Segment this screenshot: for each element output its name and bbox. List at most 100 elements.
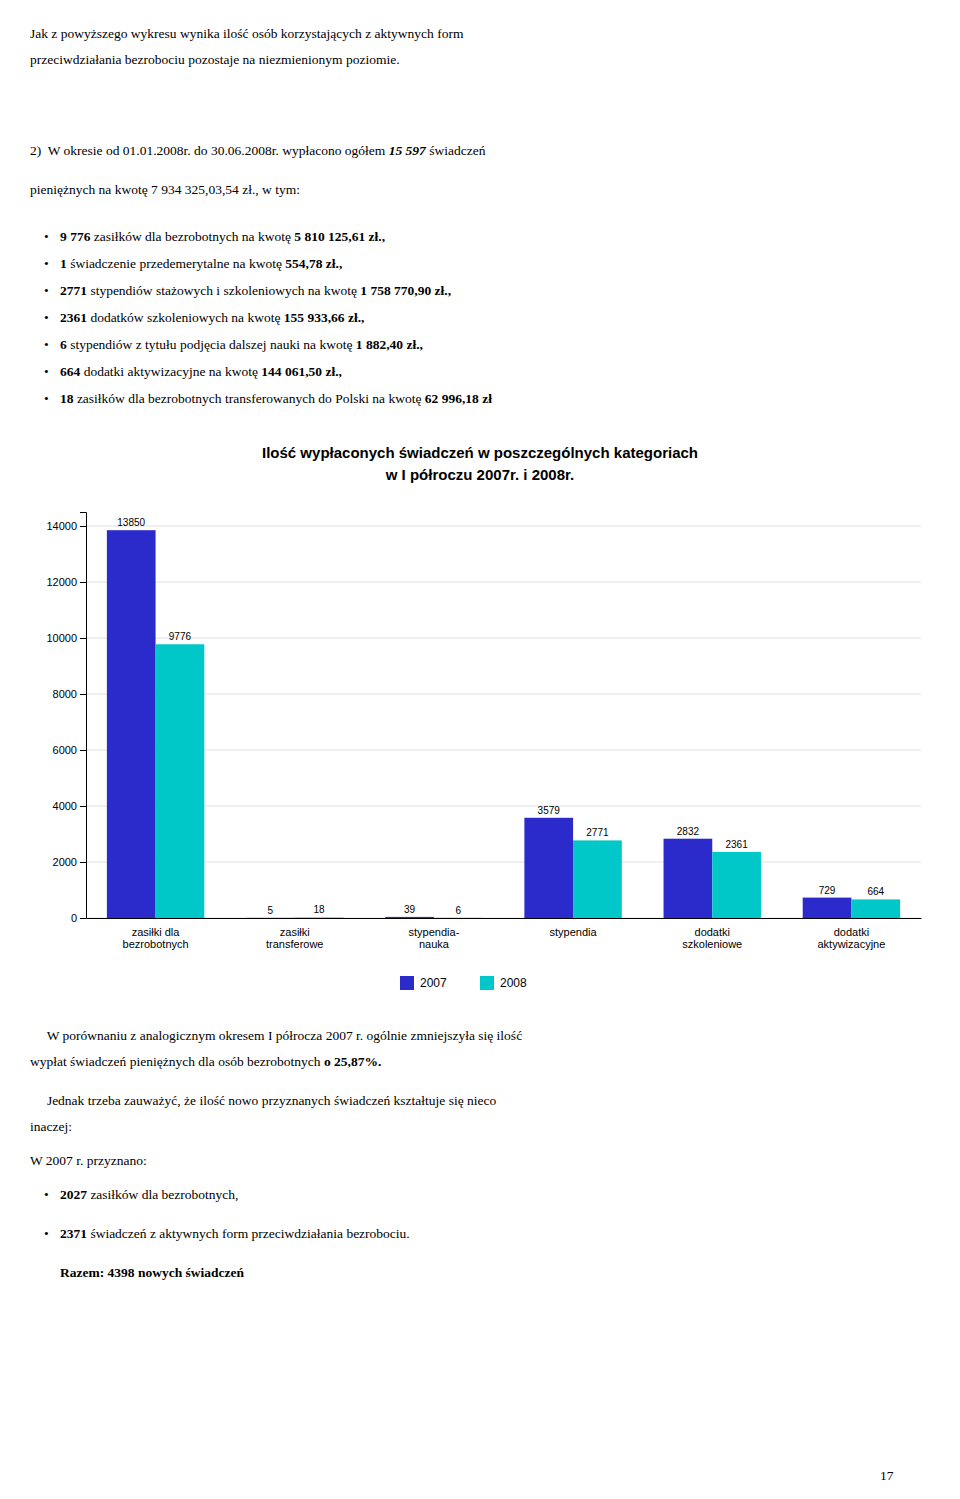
legend-item: 2007 xyxy=(400,976,447,990)
text-run: 144 061,50 zł., xyxy=(261,364,342,379)
x-tick-label: dodatkiszkoleniowe xyxy=(682,926,742,951)
text-line: 2771 stypendiów stażowych i szkoleniowyc… xyxy=(60,283,451,298)
text-run: Jak z powyższego wykresu wynika ilość os… xyxy=(30,26,464,41)
text-line: inaczej: xyxy=(30,1119,72,1134)
text-run: W 2007 r. przyznano: xyxy=(30,1153,147,1168)
text-run: stypendiów z tytułu podjęcia dalszej nau… xyxy=(67,337,356,352)
x-axis: zasiłki dlabezrobotnychzasiłkitransferow… xyxy=(87,919,922,951)
text-run: 664 xyxy=(60,364,81,379)
text-run: 155 933,66 zł., xyxy=(284,310,365,325)
text-run: 2) W okresie od 01.01.2008r. do 30.06.20… xyxy=(30,143,389,158)
data-label: 6 xyxy=(455,905,461,916)
x-tick-label: dodatkiaktywizacyjne xyxy=(817,926,885,951)
y-tick-mark xyxy=(80,806,86,807)
grid-line xyxy=(86,694,921,695)
text-run: świadczeń xyxy=(426,143,486,158)
x-tick: stypendia xyxy=(550,926,598,938)
bar xyxy=(107,530,156,918)
legend-swatch xyxy=(480,976,494,990)
bar xyxy=(803,898,852,918)
data-label: 664 xyxy=(867,886,884,897)
y-tick-mark xyxy=(80,582,86,583)
legend-label: 2008 xyxy=(500,976,527,990)
grid-line xyxy=(86,750,921,751)
x-tick-label: zasiłki dlabezrobotnych xyxy=(123,926,189,951)
page: Jak z powyższego wykresu wynika ilość os… xyxy=(0,0,960,1499)
y-tick-mark xyxy=(80,750,86,751)
text-run: 9 776 xyxy=(60,229,91,244)
y-tick: 10000 xyxy=(46,632,86,644)
text-run: 554,78 zł., xyxy=(285,256,342,271)
y-axis: 02000400060008000100001200014000 xyxy=(46,513,86,925)
bar xyxy=(712,852,761,918)
text-line: wypłat świadczeń pieniężnych dla osób be… xyxy=(30,1054,381,1069)
data-label: 18 xyxy=(314,904,326,915)
x-tick-label-line: szkoleniowe xyxy=(682,938,742,950)
text-line: 2027 zasiłków dla bezrobotnych, xyxy=(60,1187,238,1202)
y-tick-label: 2000 xyxy=(53,856,77,868)
text-run: 62 996,18 zł xyxy=(425,391,492,406)
text-run: wypłat świadczeń pieniężnych dla osób be… xyxy=(30,1054,324,1069)
text-line: 2371 świadczeń z aktywnych form przeciwd… xyxy=(60,1226,410,1241)
text-run: zasiłków dla bezrobotnych transferowanyc… xyxy=(74,391,425,406)
text-line: 6 stypendiów z tytułu podjęcia dalszej n… xyxy=(60,337,423,352)
grid-line xyxy=(86,582,921,583)
text-line: 2) W okresie od 01.01.2008r. do 30.06.20… xyxy=(30,143,486,158)
text-run: zasiłków dla bezrobotnych, xyxy=(87,1187,238,1202)
y-tick-mark xyxy=(80,918,86,919)
x-tick-label-line: zasiłki dla xyxy=(132,926,181,938)
text-run: Razem: 4398 nowych świadczeń xyxy=(60,1265,245,1280)
text-line: 18 zasiłków dla bezrobotnych transferowa… xyxy=(60,391,492,406)
grid xyxy=(86,526,921,918)
y-tick: 12000 xyxy=(46,576,86,588)
x-tick-label-line: transferowe xyxy=(266,938,323,950)
series-bars xyxy=(156,644,901,918)
grid-line xyxy=(86,638,921,639)
x-axis-line xyxy=(87,918,922,919)
bullet: • xyxy=(44,283,49,298)
text-line: W 2007 r. przyznano: xyxy=(30,1153,147,1168)
x-tick-label-line: stypendia xyxy=(550,926,598,938)
text-line: 664 dodatki aktywizacyjne na kwotę 144 0… xyxy=(60,364,342,379)
y-tick-mark xyxy=(80,694,86,695)
bar xyxy=(573,840,622,918)
text-line: przeciwdziałania bezrobociu pozostaje na… xyxy=(30,52,400,67)
y-tick: 8000 xyxy=(53,688,86,700)
text-run: zasiłków dla bezrobotnych na kwotę xyxy=(90,229,294,244)
grid-line xyxy=(86,806,921,807)
x-tick-label: stypendia-nauka xyxy=(409,926,460,951)
x-tick-label-line: aktywizacyjne xyxy=(817,938,885,950)
bar xyxy=(524,818,573,918)
legend-item: 2008 xyxy=(480,976,527,990)
x-tick-label-line: dodatki xyxy=(834,926,869,938)
y-tick-label: 14000 xyxy=(46,520,77,532)
text-line: 2361 dodatków szkoleniowych na kwotę 155… xyxy=(60,310,364,325)
text-run: 2371 xyxy=(60,1226,87,1241)
text-run: dodatki aktywizacyjne na kwotę xyxy=(80,364,261,379)
data-label: 2832 xyxy=(677,826,700,837)
text-line: Razem: 4398 nowych świadczeń xyxy=(60,1265,245,1280)
bar xyxy=(246,917,295,918)
y-tick-label: 10000 xyxy=(46,632,77,644)
x-tick-label-line: stypendia- xyxy=(409,926,460,938)
bullet: • xyxy=(44,310,49,325)
chart-subtitle: w I półroczu 2007r. i 2008r. xyxy=(385,466,574,483)
text-run: pieniężnych na kwotę 7 934 325,03,54 zł.… xyxy=(30,182,300,197)
bullet: • xyxy=(44,1226,49,1241)
x-tick-label-line: bezrobotnych xyxy=(123,938,189,950)
bar xyxy=(851,899,900,918)
text-line: W porównaniu z analogicznym okresem I pó… xyxy=(30,1028,522,1043)
text-run: świadczenie przedemerytalne na kwotę xyxy=(67,256,286,271)
text-run: 2027 xyxy=(60,1187,87,1202)
text-run: stypendiów stażowych i szkoleniowych na … xyxy=(87,283,360,298)
data-labels: 1385053935792832729977618627712361664 xyxy=(117,517,884,916)
data-label: 729 xyxy=(819,885,836,896)
bar xyxy=(434,917,483,918)
text-line: 9 776 zasiłków dla bezrobotnych na kwotę… xyxy=(60,229,385,244)
chart-title: Ilość wypłaconych świadczeń w poszczegól… xyxy=(262,444,698,461)
legend: 2007 2008 xyxy=(400,976,527,990)
data-label: 2361 xyxy=(725,839,748,850)
grid-line xyxy=(86,918,921,919)
y-tick-mark xyxy=(80,638,86,639)
text-run: W porównaniu z analogicznym okresem I pó… xyxy=(30,1028,522,1043)
